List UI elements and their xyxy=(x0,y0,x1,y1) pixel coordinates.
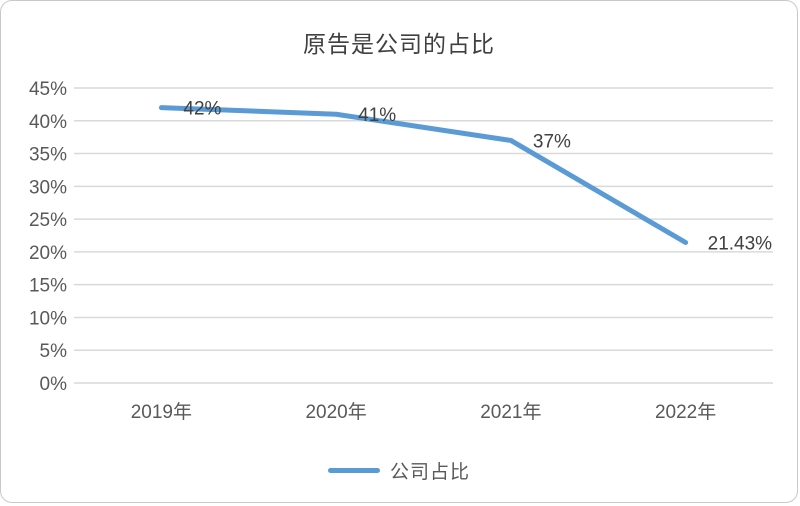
data-point-label: 42% xyxy=(183,99,221,120)
y-axis-tick-label: 20% xyxy=(29,243,67,264)
chart-title: 原告是公司的占比 xyxy=(303,31,495,57)
y-axis-tick-label: 15% xyxy=(29,276,67,297)
x-axis-tick-label: 2019年 xyxy=(131,401,192,423)
legend-line-marker xyxy=(327,468,380,473)
y-axis-tick-label: 25% xyxy=(29,210,67,231)
y-axis-tick-label: 35% xyxy=(29,145,67,166)
data-point-label: 37% xyxy=(533,131,571,152)
data-point-label: 41% xyxy=(358,105,396,126)
legend: 公司占比 xyxy=(1,457,797,484)
legend-series-label: 公司占比 xyxy=(389,462,470,483)
y-axis-tick-label: 45% xyxy=(29,79,67,100)
y-axis-tick-label: 10% xyxy=(29,308,67,329)
y-axis-tick-label: 30% xyxy=(29,177,67,198)
y-axis-tick-label: 5% xyxy=(40,341,68,362)
y-axis-tick-label: 0% xyxy=(40,374,68,395)
x-axis-tick-label: 2022年 xyxy=(655,401,716,423)
x-axis-tick-label: 2020年 xyxy=(305,401,366,423)
data-point-label: 21.43% xyxy=(708,234,773,255)
x-axis-tick-label: 2021年 xyxy=(480,401,541,423)
series-line xyxy=(158,105,689,246)
y-axis-tick-label: 40% xyxy=(29,112,67,133)
